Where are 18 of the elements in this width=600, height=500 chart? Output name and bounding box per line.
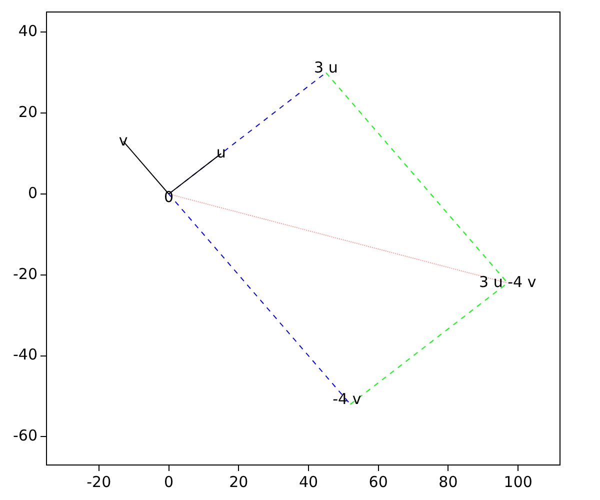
x-tick-label: 60	[368, 472, 388, 491]
x-tick-label: 100	[504, 472, 532, 491]
x-tick-label: -20	[86, 472, 112, 491]
y-tick-label: -40	[13, 346, 38, 364]
annotation: 0	[164, 188, 174, 206]
x-tick-label: 0	[164, 472, 174, 491]
x-tick-label: 80	[438, 472, 458, 491]
y-tick-label: -20	[13, 264, 38, 283]
annotation: -4 v	[332, 390, 362, 408]
annotation: v	[118, 131, 128, 150]
y-tick-label: 0	[28, 184, 38, 202]
annotation: 3 u -4 v	[479, 272, 536, 291]
y-tick-label: 20	[18, 103, 38, 122]
annotation: 3 u	[314, 58, 338, 77]
y-tick-label: 40	[18, 22, 38, 40]
x-tick-label: 40	[298, 472, 318, 491]
y-tick-label: -60	[13, 426, 38, 445]
x-tick-label: 20	[229, 472, 248, 491]
